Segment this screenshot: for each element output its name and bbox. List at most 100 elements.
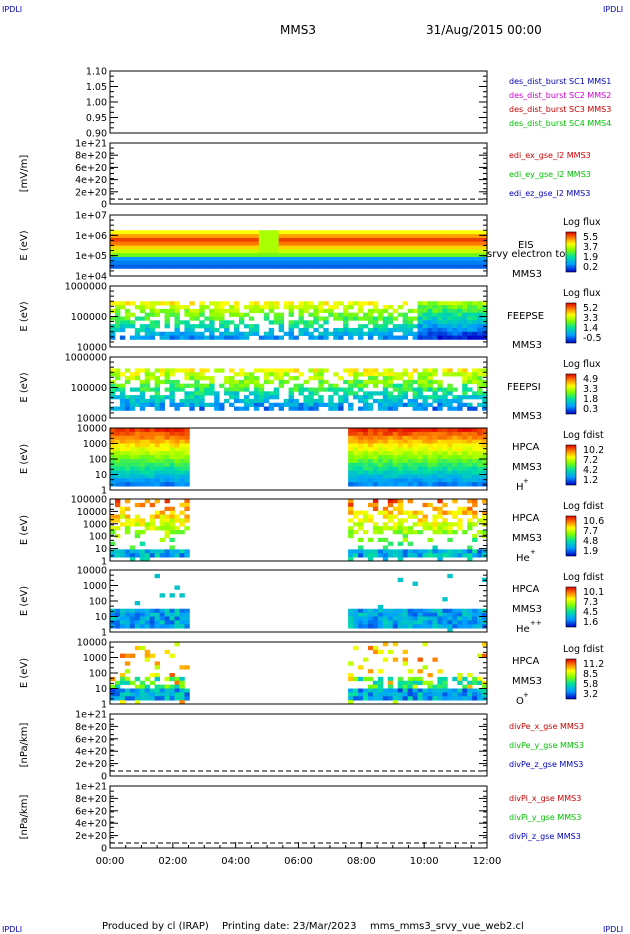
eis-cell — [387, 253, 394, 258]
feepsi-cell — [134, 387, 141, 392]
eis-cell — [442, 253, 448, 258]
hpca_he2-spectrogram — [110, 573, 488, 633]
feepsi-cell — [407, 398, 413, 404]
hpca_h-cell — [392, 451, 399, 456]
hpca_he-cell — [417, 530, 423, 535]
feepse-cell — [209, 331, 215, 336]
hpca_o-cell — [110, 676, 116, 682]
hpca_h-cell — [477, 474, 483, 479]
eis-cell — [397, 264, 404, 269]
hpca_o-cell — [482, 684, 488, 689]
feepsi-cell — [144, 372, 151, 377]
hpca_h-cell — [372, 451, 379, 456]
feepsi-cell — [462, 379, 468, 385]
hpca_h-cell — [159, 435, 165, 441]
hpca_he-cell — [442, 526, 448, 531]
hpca_o-cell — [402, 684, 409, 689]
hpca_he2-cell — [407, 620, 413, 625]
feepsi-cell — [214, 406, 220, 411]
feepsi-cell — [273, 395, 280, 400]
hpca_h-cell — [437, 455, 443, 460]
eis-cell — [392, 249, 399, 254]
feepsi-cell — [224, 387, 230, 392]
feepsi-cell — [139, 379, 146, 385]
feepsi-cell — [407, 372, 413, 377]
hpca_he-cell — [437, 530, 443, 535]
eis-cell — [323, 241, 329, 246]
feepsi-cbar-tick: 4.9 — [583, 374, 598, 385]
feepsi-cell — [154, 387, 160, 392]
feepse-cell — [204, 316, 210, 321]
feepsi-cell — [234, 398, 240, 404]
eis-cell — [333, 230, 339, 235]
eis-cell — [402, 237, 409, 243]
hpca_he2-cell — [402, 608, 409, 614]
hpca_he2-ytick-label: 10000 — [77, 566, 107, 577]
hpca_o-cell — [134, 688, 141, 693]
feepsi-cell — [402, 387, 409, 392]
hpca_h-cell — [482, 431, 488, 437]
hpca_o-cell — [377, 688, 384, 693]
hpca_h-cell — [482, 443, 488, 448]
feepsi-cell — [253, 376, 260, 381]
eis-cell — [209, 260, 215, 265]
eis-cell — [412, 256, 418, 262]
feepse-cell — [412, 308, 418, 314]
feepsi-cell — [248, 372, 255, 377]
feepse-cell — [268, 335, 275, 340]
feepse-cell — [224, 324, 230, 329]
hpca_he-cell — [134, 553, 141, 558]
feepse-cell — [402, 335, 409, 340]
eis-cell — [447, 264, 453, 269]
hpca_he-cell — [382, 557, 389, 562]
hpca_he2-species-charge: ++ — [530, 619, 542, 627]
hpca_o-cell — [372, 684, 379, 689]
feepse-cell — [442, 327, 448, 333]
hpca_he2-cell — [372, 608, 379, 614]
feepsi-cell — [303, 398, 309, 404]
hpca_he-cell — [367, 549, 374, 554]
eis-cell — [189, 237, 195, 243]
hpca_o-cell — [407, 669, 413, 674]
hpca_he-cell — [154, 499, 160, 504]
hpca_he-cell — [452, 522, 458, 527]
feepse-cell — [114, 316, 121, 321]
feepse-ytick-label: 1000000 — [65, 282, 107, 293]
eis-cell — [229, 234, 235, 239]
hpca_he2-cell — [154, 612, 160, 617]
eis-cell — [358, 256, 364, 262]
feepse-cell — [338, 316, 344, 321]
hpca_h-cell — [387, 435, 394, 441]
feepse-cell — [477, 327, 483, 333]
hpca_o-cell — [432, 684, 438, 689]
hpca_h-cbar-tick: 10.2 — [583, 445, 604, 456]
hpca_h-cell — [422, 462, 428, 468]
eis-cell — [129, 230, 136, 235]
hpca_h-cell — [159, 478, 165, 483]
eis-cell — [358, 237, 364, 243]
feepse-cell — [427, 331, 433, 336]
feepse-cell — [333, 316, 339, 321]
eis-cell — [323, 245, 329, 250]
hpca_h-cell — [144, 439, 151, 444]
hpca_h-cell — [362, 478, 369, 483]
eis-cell — [268, 253, 275, 258]
edi-ytick-label: 8e+20 — [75, 151, 107, 162]
edi-ylabel: [mV/m] — [19, 155, 30, 193]
feepse-cell — [482, 335, 488, 340]
feepsi-cell — [377, 391, 384, 396]
eis-cell — [397, 234, 404, 239]
hpca_h-cell — [377, 455, 384, 460]
hpca_he-cell — [139, 502, 146, 508]
hpca_o-cell — [124, 661, 131, 666]
hpca_o-cell — [179, 680, 185, 686]
feepsi-cell — [243, 387, 250, 392]
hpca_h-cell — [348, 459, 354, 464]
hpca_o-cell — [114, 696, 121, 701]
feepse-cell — [214, 316, 220, 321]
hpca_h-cell — [452, 455, 458, 460]
eis-cell — [417, 249, 423, 254]
eis-cell — [452, 234, 458, 239]
eis-cell — [338, 234, 344, 239]
feepse-cell — [402, 320, 409, 325]
